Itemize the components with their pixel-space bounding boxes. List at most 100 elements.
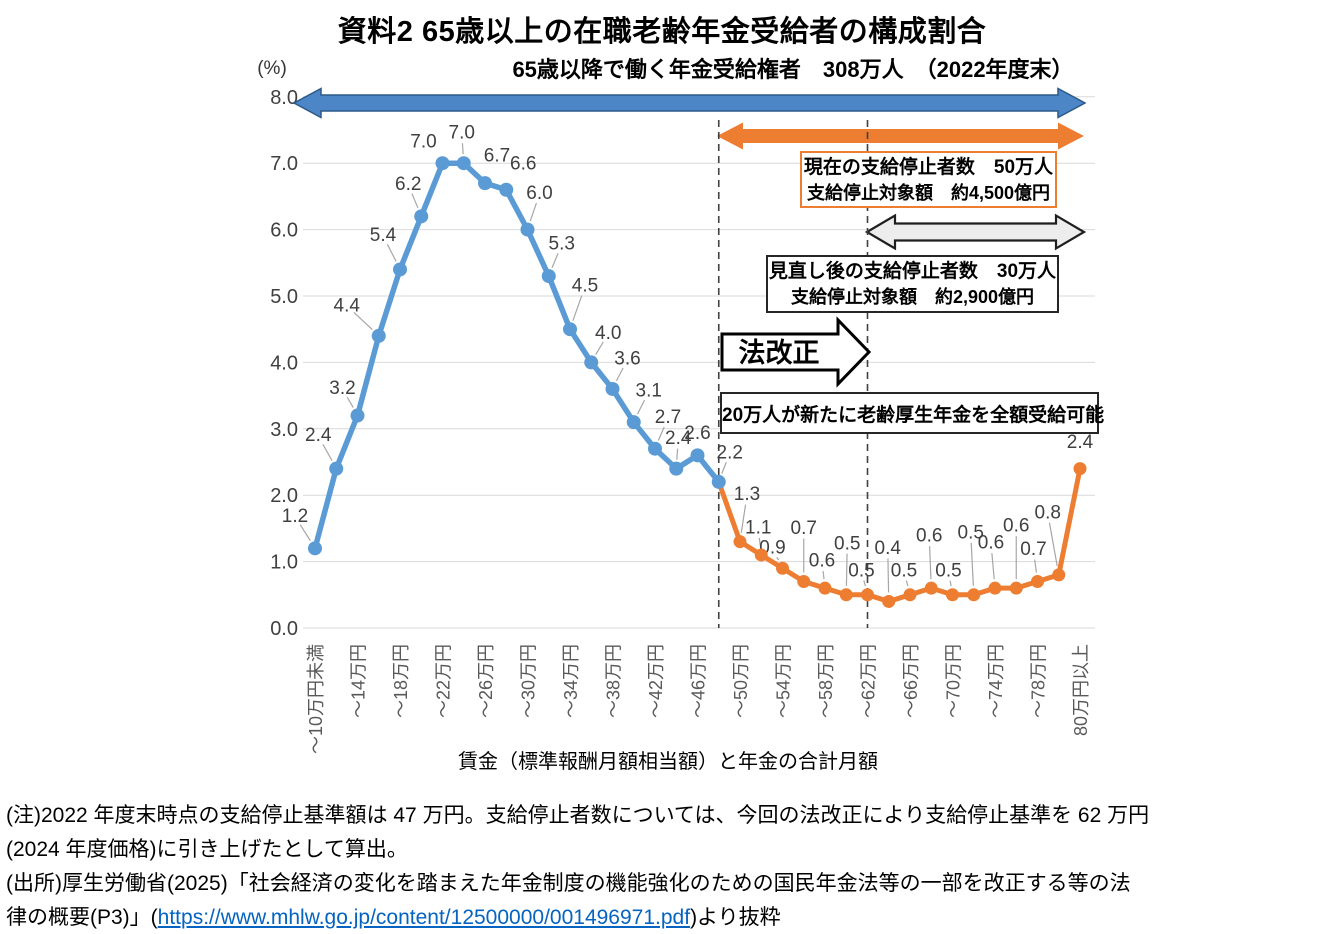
data-label: 3.2 <box>329 378 355 399</box>
data-label: 0.6 <box>978 533 1004 554</box>
data-label-leader <box>776 556 780 561</box>
y-tick-label: 3.0 <box>270 419 298 441</box>
revised-suspension-count: 見直し後の支給停止者数 30万人 <box>768 261 1057 282</box>
data-label-leader <box>551 253 559 268</box>
data-point <box>371 328 386 343</box>
data-label-leader <box>386 244 397 262</box>
current-suspension-box: 現在の支給停止者数 50万人 支給停止対象額 約4,500億円 <box>800 151 1057 208</box>
data-label: 0.5 <box>891 560 917 581</box>
source-line-2-suffix: )より抜粋 <box>690 906 781 929</box>
data-point <box>308 541 322 556</box>
data-point <box>541 269 556 284</box>
blue-series-line <box>312 160 722 552</box>
data-label: 4.4 <box>334 295 361 316</box>
data-point <box>797 575 811 589</box>
data-label-leader <box>411 193 419 209</box>
x-tick-label: 80万円以上 <box>1071 644 1091 736</box>
data-label-leader <box>637 399 646 415</box>
data-point <box>456 156 471 171</box>
data-point <box>478 176 492 191</box>
x-axis-title: 賃金（標準報酬月額相当額）と年金の合計月額 <box>458 750 878 773</box>
x-tick-label: ～22万円 <box>434 644 454 718</box>
data-label: 0.7 <box>1020 539 1046 560</box>
source-line-2-prefix: 律の概要(P3)」( <box>6 906 158 929</box>
data-label: 7.0 <box>449 123 475 144</box>
data-point <box>669 461 684 476</box>
note-line-2: (2024 年度価格)に引き上げたとして算出。 <box>6 838 408 861</box>
data-label-leader <box>845 553 848 586</box>
data-point <box>648 441 662 456</box>
data-label: 0.8 <box>1035 502 1061 523</box>
recipients-range-double-arrow <box>292 87 1087 119</box>
data-label-leader <box>991 553 995 580</box>
data-label-leader <box>1048 522 1058 567</box>
x-tick-label: ～10万円未満 <box>306 644 326 754</box>
data-point <box>754 548 768 562</box>
x-tick-label: ～66万円 <box>901 644 921 718</box>
data-point <box>924 581 938 595</box>
data-label-leader <box>461 143 464 155</box>
data-point <box>329 461 344 476</box>
data-label-leader <box>299 524 311 541</box>
data-point <box>946 588 959 602</box>
data-point <box>350 408 365 423</box>
data-point <box>1052 568 1066 582</box>
footnotes: (注)2022 年度末時点の支給停止基準額は 47 万円。支給停止者数については… <box>6 799 1318 934</box>
data-label: 0.5 <box>958 522 984 543</box>
data-label: 1.1 <box>745 517 771 538</box>
data-label-leader <box>970 542 974 586</box>
full-receipt-text: 20万人が新たに老齢厚生年金を全額受給可能 <box>722 404 1105 426</box>
data-point <box>988 581 1002 595</box>
data-label: 6.2 <box>395 174 421 195</box>
x-tick-label: ～54万円 <box>774 644 794 718</box>
revised-suspension-range-double-arrow <box>864 213 1087 251</box>
data-label-leader <box>676 448 679 460</box>
full-receipt-box: 20万人が新たに老齢厚生年金を全額受給可能 <box>720 392 1105 434</box>
data-point <box>1073 462 1087 476</box>
data-label-leader <box>929 546 932 580</box>
x-tick-label: ～18万円 <box>391 644 411 718</box>
page-title: 資料2 65歳以上の在職老齢年金受給者の構成割合 <box>337 16 987 48</box>
data-label: 6.0 <box>526 183 552 204</box>
data-label: 0.5 <box>935 560 961 581</box>
chart-subtitle: 65歳以降で働く年金受給権者 308万人 （2022年度末） <box>512 57 1073 82</box>
y-axis-unit-label: (%) <box>257 58 287 79</box>
data-label: 0.7 <box>791 518 817 539</box>
data-label-leader <box>758 537 761 547</box>
data-label-leader <box>1034 559 1038 573</box>
y-tick-label: 2.0 <box>270 485 298 507</box>
data-point <box>626 415 641 430</box>
data-label: 6.6 <box>510 153 536 174</box>
data-point <box>520 222 535 237</box>
data-point <box>393 262 407 277</box>
x-tick-label: ～14万円 <box>349 644 369 718</box>
law-reform-arrow <box>720 316 872 388</box>
data-label-leader <box>822 571 825 580</box>
data-point <box>861 588 874 602</box>
data-label: 0.5 <box>834 533 860 554</box>
data-label: 1.2 <box>282 506 308 527</box>
data-point <box>839 588 853 602</box>
data-label-leader <box>615 367 624 382</box>
data-label: 1.3 <box>734 484 760 505</box>
data-label-leader <box>905 580 909 587</box>
source-link[interactable]: https://www.mhlw.go.jp/content/12500000/… <box>157 906 691 929</box>
data-point <box>776 561 789 575</box>
data-label: 2.2 <box>717 442 743 463</box>
current-suspension-count: 現在の支給停止者数 50万人 <box>803 156 1054 178</box>
x-tick-label: ～26万円 <box>476 644 496 718</box>
data-label-leader <box>887 558 890 593</box>
y-tick-label: 4.0 <box>270 352 298 374</box>
data-label-leader <box>346 396 354 408</box>
note-line-1: (注)2022 年度末時点の支給停止基準額は 47 万円。支給停止者数については… <box>6 804 1150 827</box>
data-point <box>435 156 450 171</box>
data-label: 2.4 <box>305 425 332 446</box>
y-tick-label: 0.0 <box>270 618 298 640</box>
data-label: 3.6 <box>614 348 640 369</box>
x-tick-label: ～34万円 <box>561 644 581 718</box>
x-tick-label: ～46万円 <box>689 644 709 718</box>
data-label-leader <box>572 295 583 321</box>
data-point <box>584 355 599 370</box>
data-label: 3.1 <box>636 381 662 402</box>
data-point <box>414 209 429 224</box>
